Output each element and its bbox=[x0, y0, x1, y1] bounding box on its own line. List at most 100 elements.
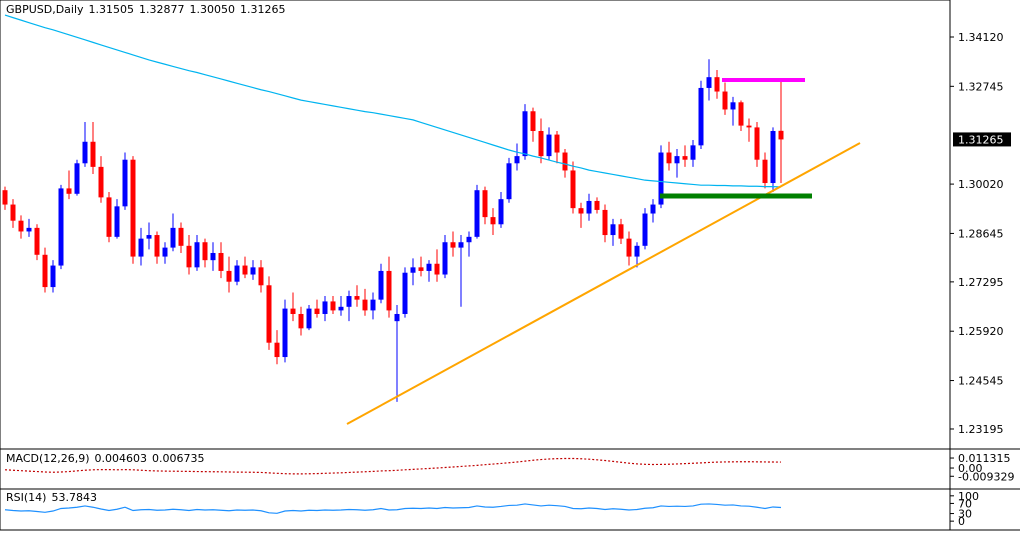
symbol-title: GBPUSD,Daily bbox=[6, 3, 84, 16]
y-tick-label: 70 bbox=[958, 497, 972, 510]
candle-body bbox=[10, 204, 16, 221]
candle-body bbox=[306, 308, 312, 329]
candle-body bbox=[42, 254, 48, 288]
indicator-line bbox=[4, 457, 782, 475]
candle-body bbox=[498, 199, 504, 225]
candle-body bbox=[18, 220, 24, 232]
candle-body bbox=[650, 204, 656, 214]
candle-body bbox=[474, 190, 480, 237]
candle-body bbox=[26, 227, 32, 232]
y-tick-label: 0 bbox=[958, 515, 965, 528]
y-tick-label: 1.25920 bbox=[958, 325, 1004, 338]
candle-body bbox=[146, 235, 152, 239]
candle-body bbox=[226, 270, 232, 282]
candle-body bbox=[210, 252, 216, 261]
y-tick-label: 1.23195 bbox=[958, 423, 1004, 436]
candle-body bbox=[674, 156, 680, 164]
macd-title: MACD(12,26,9) bbox=[6, 452, 90, 465]
y-tick-label: 100 bbox=[958, 490, 979, 503]
indicator-line bbox=[4, 14, 782, 188]
candle-body bbox=[458, 242, 464, 248]
candle-body bbox=[634, 245, 640, 257]
candle-body bbox=[90, 141, 96, 167]
candle-body bbox=[122, 159, 128, 207]
rsi-title: RSI(14) bbox=[6, 491, 47, 504]
candle-body bbox=[34, 227, 40, 255]
chart-header: GBPUSD,Daily 1.31505 1.32877 1.30050 1.31265 bbox=[6, 3, 291, 16]
candle-body bbox=[642, 213, 648, 246]
macd-header: MACD(12,26,9) 0.004603 0.006735 bbox=[6, 452, 210, 465]
candle-body bbox=[602, 209, 608, 236]
candle-body bbox=[722, 91, 728, 110]
candle-body bbox=[298, 313, 304, 329]
y-tick-label: -0.009329 bbox=[958, 470, 1014, 483]
candle-body bbox=[682, 156, 688, 160]
candle-body bbox=[418, 267, 424, 271]
ohlc-low: 1.30050 bbox=[189, 3, 236, 16]
candle-body bbox=[338, 306, 344, 311]
candle-body bbox=[266, 285, 272, 343]
candle-body bbox=[346, 296, 352, 307]
candle-body bbox=[258, 267, 264, 286]
ohlc-close: 1.31265 bbox=[240, 3, 286, 16]
candle-body bbox=[506, 163, 512, 200]
candle-body bbox=[754, 127, 760, 160]
candle-body bbox=[250, 267, 256, 275]
candle-body bbox=[386, 270, 392, 311]
candle-body bbox=[186, 245, 192, 268]
candle-body bbox=[274, 342, 280, 358]
candle-body bbox=[658, 152, 664, 205]
candle-body bbox=[162, 247, 168, 257]
candle-body bbox=[586, 200, 592, 214]
candle-body bbox=[746, 125, 752, 128]
candle-body bbox=[322, 301, 328, 314]
candle-body bbox=[714, 77, 720, 92]
price-tag bbox=[953, 132, 1011, 147]
y-tick-label: 1.32745 bbox=[958, 80, 1004, 93]
candle-body bbox=[466, 236, 472, 243]
trend-line bbox=[346, 142, 861, 425]
plot-frame bbox=[0, 0, 951, 531]
candle-body bbox=[738, 102, 744, 126]
candle-body bbox=[538, 130, 544, 157]
candle-body bbox=[130, 159, 136, 257]
candle-body bbox=[74, 163, 80, 194]
candle-body bbox=[330, 301, 336, 311]
candle-body bbox=[394, 313, 400, 322]
candle-body bbox=[482, 190, 488, 218]
candle-body bbox=[530, 111, 536, 131]
candle-body bbox=[578, 208, 584, 214]
candle-body bbox=[106, 197, 112, 237]
candle-body bbox=[114, 206, 120, 237]
candle-body bbox=[778, 130, 784, 140]
candle-body bbox=[154, 235, 160, 257]
candle-body bbox=[242, 265, 248, 275]
y-tick-label: 30 bbox=[958, 508, 972, 521]
y-tick-label: 1.30020 bbox=[958, 178, 1004, 191]
candle-body bbox=[730, 102, 736, 110]
candle-body bbox=[594, 200, 600, 210]
macd-value: 0.004603 bbox=[94, 452, 148, 465]
candle-body bbox=[234, 265, 240, 282]
candle-body bbox=[490, 217, 496, 225]
candle-body bbox=[354, 296, 360, 300]
candle-body bbox=[666, 152, 672, 164]
candle-body bbox=[314, 308, 320, 314]
candle-body bbox=[426, 263, 432, 271]
candle-body bbox=[370, 299, 376, 311]
rsi-header: RSI(14) 53.7843 bbox=[6, 491, 102, 504]
candle-body bbox=[170, 227, 176, 248]
candle-body bbox=[82, 141, 88, 164]
candle-body bbox=[410, 267, 416, 273]
candle-body bbox=[442, 242, 448, 275]
candle-body bbox=[58, 188, 64, 266]
candle-body bbox=[626, 238, 632, 257]
candle-body bbox=[402, 272, 408, 314]
candle-body bbox=[522, 111, 528, 157]
candle-body bbox=[66, 188, 72, 194]
macd-signal-value: 0.006735 bbox=[152, 452, 205, 465]
y-tick-label: 1.24545 bbox=[958, 375, 1004, 388]
candle-body bbox=[546, 134, 552, 157]
